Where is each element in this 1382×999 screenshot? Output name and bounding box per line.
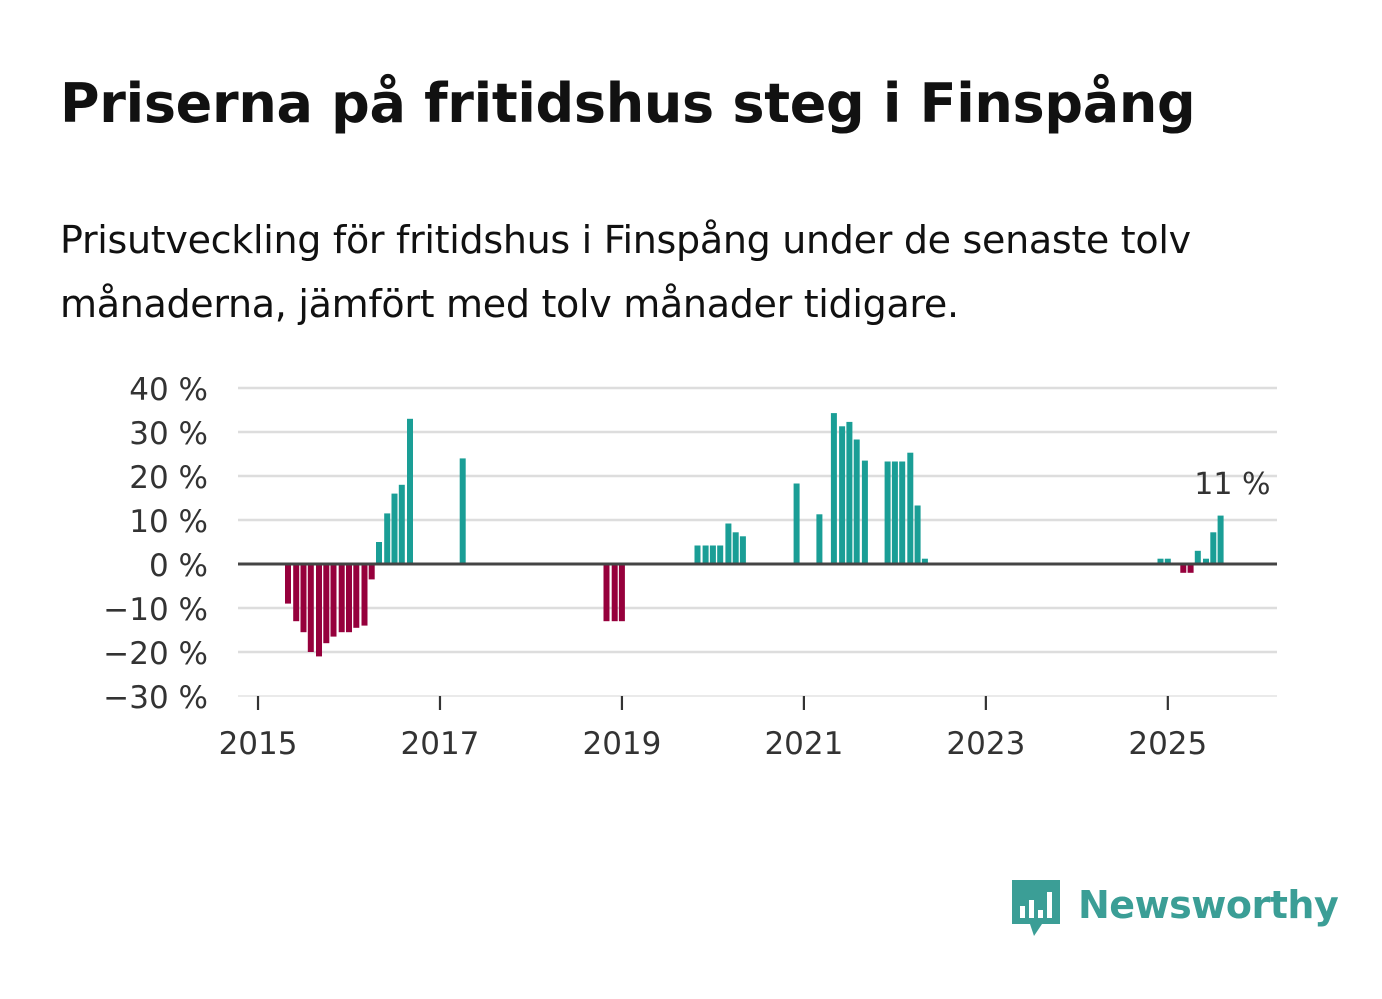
bar bbox=[884, 461, 891, 564]
bar bbox=[816, 514, 823, 564]
x-axis: 2015 2017 2019 2021 2023 2025 bbox=[219, 696, 1207, 762]
bar bbox=[861, 460, 868, 564]
bar bbox=[709, 545, 716, 564]
bar-chart-speech-bubble-icon bbox=[1012, 880, 1060, 936]
bar bbox=[891, 461, 898, 564]
bar bbox=[725, 523, 732, 564]
bar bbox=[907, 452, 914, 564]
brand-logo: Newsworthy bbox=[1008, 876, 1339, 946]
bar bbox=[717, 545, 724, 564]
bar bbox=[1157, 558, 1164, 564]
bar bbox=[353, 564, 360, 628]
annotations: 11 % bbox=[1194, 467, 1270, 502]
bar bbox=[338, 564, 345, 633]
bar bbox=[1217, 515, 1224, 564]
bar bbox=[391, 493, 398, 564]
bar bbox=[323, 564, 330, 644]
y-tick-label: 40 % bbox=[129, 372, 208, 408]
bar bbox=[853, 439, 860, 564]
bar bbox=[398, 484, 405, 564]
bars bbox=[285, 413, 1224, 657]
bar bbox=[1180, 564, 1187, 573]
bar bbox=[603, 564, 610, 622]
bar bbox=[407, 418, 413, 564]
y-tick-label: 30 % bbox=[129, 416, 208, 452]
bar bbox=[739, 536, 746, 564]
bar bbox=[899, 461, 906, 564]
bar bbox=[285, 564, 291, 604]
bar bbox=[330, 564, 337, 637]
bar bbox=[1194, 550, 1201, 564]
x-tick-label: 2015 bbox=[219, 726, 298, 762]
bar bbox=[368, 564, 375, 580]
bar bbox=[1203, 558, 1209, 564]
brand-name: Newsworthy bbox=[1078, 883, 1339, 927]
bar bbox=[1187, 564, 1194, 573]
annotation-label: 11 % bbox=[1194, 467, 1270, 502]
bar bbox=[1164, 558, 1171, 564]
bar bbox=[732, 532, 739, 564]
x-tick-label: 2025 bbox=[1128, 726, 1207, 762]
page-title: Priserna på fritidshus steg i Finspång bbox=[60, 72, 1196, 135]
y-tick-label: 20 % bbox=[129, 460, 208, 496]
y-tick-label: 10 % bbox=[129, 504, 208, 540]
x-tick-label: 2017 bbox=[401, 726, 480, 762]
bar bbox=[793, 483, 800, 564]
bar bbox=[316, 564, 322, 657]
page-subtitle: Prisutveckling för fritidshus i Finspång… bbox=[60, 218, 1191, 326]
bar bbox=[618, 564, 625, 622]
bar bbox=[611, 564, 618, 622]
bar bbox=[830, 413, 837, 564]
y-tick-label: −10 % bbox=[103, 592, 208, 628]
bar bbox=[702, 545, 709, 564]
x-tick-label: 2023 bbox=[946, 726, 1025, 762]
x-tick-label: 2021 bbox=[764, 726, 843, 762]
bar bbox=[914, 505, 921, 564]
bar bbox=[361, 564, 368, 626]
bar bbox=[1210, 532, 1217, 564]
y-tick-label: −20 % bbox=[103, 636, 208, 672]
bar bbox=[694, 545, 701, 564]
bar bbox=[376, 542, 382, 564]
bar bbox=[346, 564, 352, 633]
bar bbox=[459, 458, 466, 564]
y-tick-label: 0 % bbox=[149, 548, 208, 584]
x-tick-label: 2019 bbox=[582, 726, 661, 762]
bar-chart: 40 %30 %20 %10 %0 %−10 %−20 %−30 % 2015 2… bbox=[103, 372, 1277, 762]
bar bbox=[300, 564, 307, 633]
y-axis-labels: 40 % 30 % 20 % 10 % 0 % −10 % −20 % −30 % bbox=[103, 372, 208, 716]
bar bbox=[293, 564, 300, 622]
bar bbox=[921, 558, 928, 564]
bar bbox=[839, 426, 846, 564]
y-tick-label: −30 % bbox=[103, 680, 208, 716]
bar bbox=[307, 564, 314, 652]
bar bbox=[846, 421, 853, 564]
bar bbox=[384, 513, 391, 564]
